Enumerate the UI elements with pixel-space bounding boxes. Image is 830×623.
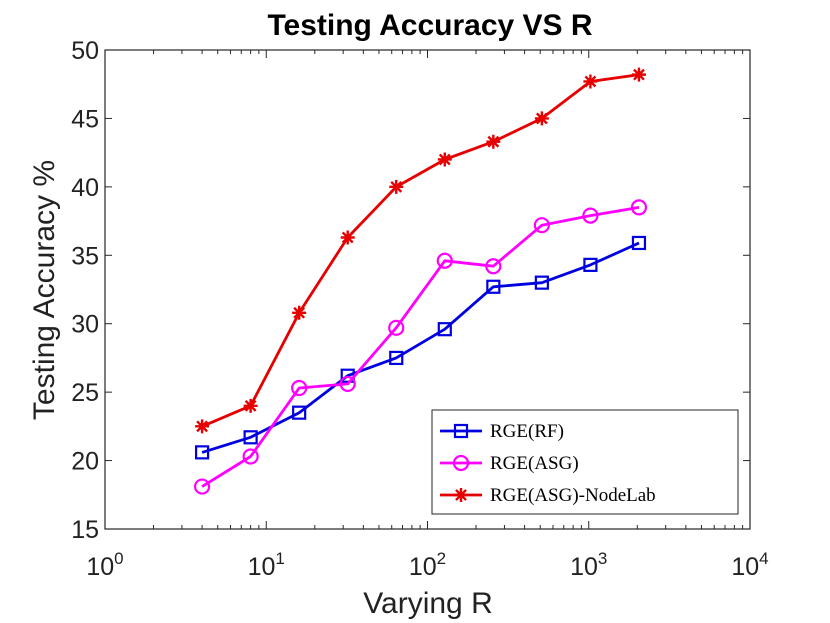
data-point-square: [631, 235, 647, 251]
legend-label: RGE(RF): [490, 421, 564, 442]
y-tick-label: 40: [71, 174, 99, 202]
data-point-square: [194, 445, 210, 460]
data-point-asterisk: [437, 152, 452, 167]
data-point-square: [534, 275, 549, 290]
legend-label: RGE(ASG)-NodeLab: [490, 485, 656, 506]
series-rge-asg-nodelab: [195, 67, 646, 434]
data-point-square: [292, 405, 307, 420]
legend-entry: RGE(ASG): [440, 453, 579, 474]
y-tick-label: 25: [71, 379, 99, 407]
data-point-asterisk: [583, 74, 598, 89]
data-point-square: [453, 423, 469, 439]
data-point-square: [437, 322, 452, 337]
data-point-asterisk: [454, 488, 468, 502]
legend-label: RGE(ASG): [490, 453, 579, 474]
data-point-circle: [291, 379, 308, 397]
data-point-asterisk: [534, 111, 549, 126]
data-point-circle: [242, 448, 259, 465]
series-rge-asg-: [193, 199, 648, 495]
data-point-asterisk: [195, 419, 210, 434]
x-tick-label: 102: [409, 549, 446, 581]
data-point-asterisk: [243, 398, 258, 413]
x-tick-label: 103: [570, 549, 607, 581]
series-line: [201, 241, 640, 454]
data-point-asterisk: [340, 230, 355, 245]
legend-entry: RGE(RF): [440, 421, 564, 442]
data-point-circle: [630, 199, 648, 216]
data-point-circle: [485, 258, 502, 275]
legend: RGE(RF) RGE(ASG) RGE(ASG)-NodeLab: [431, 409, 739, 515]
y-tick-label: 50: [71, 37, 99, 65]
data-point-circle: [436, 252, 453, 269]
y-tick-label: 45: [71, 105, 99, 133]
data-point-asterisk: [631, 67, 646, 82]
x-axis-label: Varying R: [363, 587, 493, 620]
data-point-square: [243, 430, 258, 445]
data-point-square: [583, 257, 598, 272]
y-tick-label: 35: [71, 242, 99, 270]
data-point-circle: [339, 375, 356, 393]
series-layer: [193, 67, 648, 495]
y-tick-label: 30: [71, 311, 99, 339]
data-point-asterisk: [389, 179, 404, 194]
series-line: [201, 206, 640, 488]
data-point-asterisk: [486, 134, 501, 149]
data-point-circle: [452, 454, 470, 472]
series-rge-rf-: [194, 235, 647, 460]
data-point-square: [389, 350, 404, 366]
data-point-circle: [533, 217, 550, 234]
data-point-circle: [582, 207, 599, 224]
data-point-circle: [388, 319, 405, 336]
chart-title: Testing Accuracy VS R: [267, 9, 592, 42]
data-point-square: [486, 279, 501, 294]
data-point-circle: [193, 478, 211, 495]
y-axis-label: Testing Accuracy %: [28, 160, 61, 420]
series-line: [201, 73, 640, 428]
axis-ticks: 15 20 25 30 35 40 45 50 100 101 102 103 104: [71, 37, 768, 581]
x-tick-label: 100: [86, 549, 123, 581]
x-tick-label: 104: [731, 549, 768, 581]
y-tick-label: 20: [71, 448, 99, 476]
y-tick-label: 15: [71, 516, 99, 544]
data-point-asterisk: [292, 305, 307, 320]
x-tick-label: 101: [248, 549, 285, 581]
legend-entry: RGE(ASG)-NodeLab: [440, 485, 656, 506]
legend-box: [431, 409, 739, 515]
